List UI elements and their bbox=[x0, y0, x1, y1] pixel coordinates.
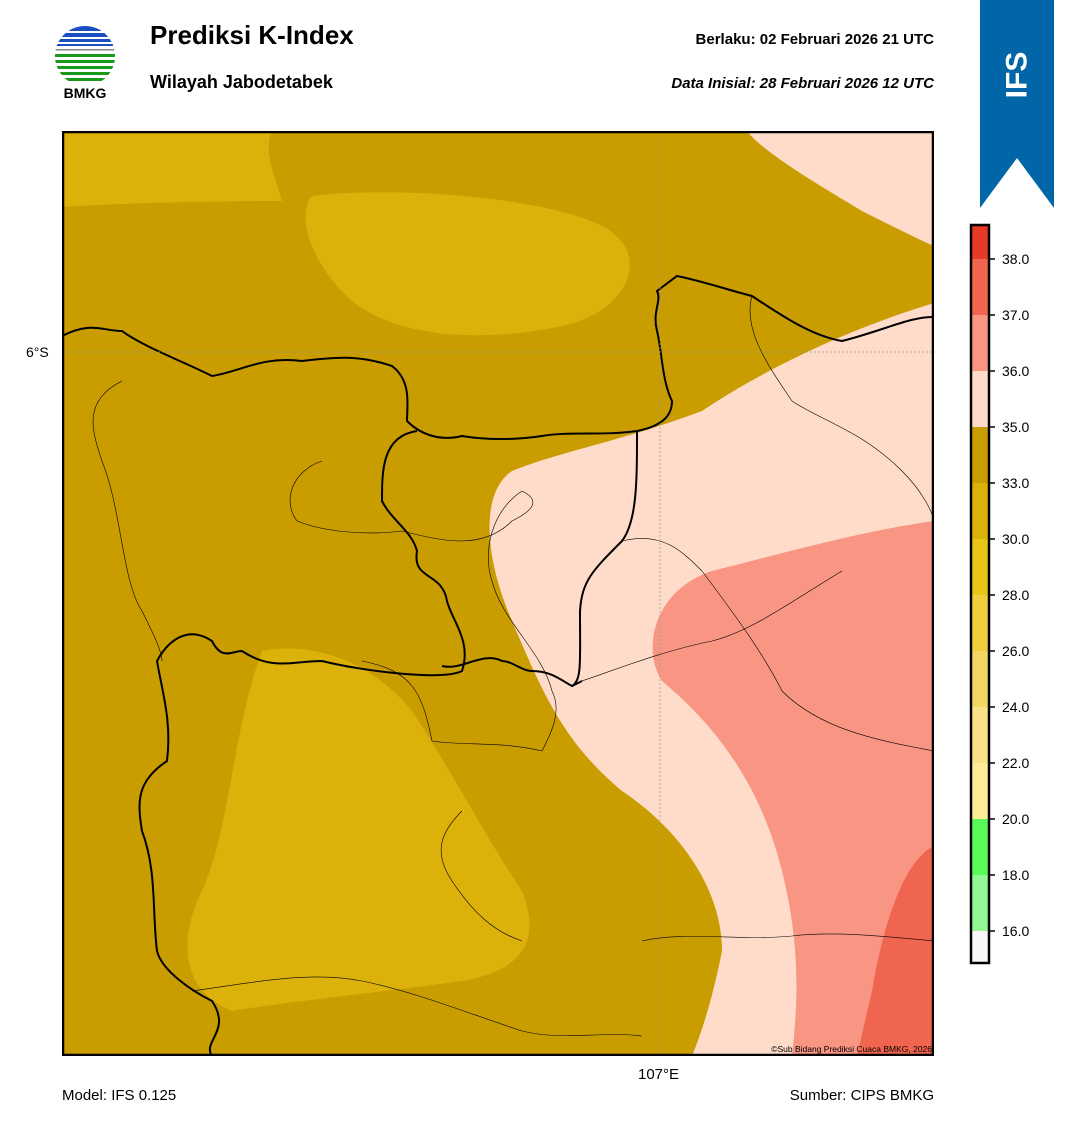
colorbar-segment bbox=[971, 539, 989, 595]
region-k30-33-north bbox=[62, 131, 282, 207]
page-title: Prediksi K-Index bbox=[150, 20, 354, 50]
colorbar-segment bbox=[971, 819, 989, 875]
colorbar-segment bbox=[971, 763, 989, 819]
model-info: Model: IFS 0.125 bbox=[62, 1087, 177, 1104]
lon-label: 107°E bbox=[638, 1066, 680, 1083]
colorbar-tick-label: 38.0 bbox=[1002, 251, 1030, 267]
model-badge: IFS bbox=[999, 51, 1033, 99]
colorbar-tick-label: 33.0 bbox=[1002, 475, 1030, 491]
colorbar-tick-label: 37.0 bbox=[1002, 307, 1030, 323]
region-k37-38 bbox=[857, 846, 934, 1056]
initial-data-time: Data Inisial: 28 Februari 2026 12 UTC bbox=[671, 75, 934, 92]
lat-label: 6°S bbox=[26, 344, 49, 360]
k-index-map[interactable] bbox=[62, 131, 934, 1056]
colorbar-segment bbox=[971, 225, 989, 259]
district-boundaries bbox=[92, 295, 934, 1037]
bmkg-logo-icon bbox=[55, 26, 115, 81]
colorbar-segment bbox=[971, 931, 989, 963]
region-k30-33-south bbox=[187, 648, 530, 1011]
colorbar-segment bbox=[971, 259, 989, 315]
ifs-ribbon-icon bbox=[980, 0, 1054, 208]
colorbar-tick-label: 28.0 bbox=[1002, 587, 1030, 603]
colorbar-segment bbox=[971, 315, 989, 371]
region-k36-37 bbox=[652, 521, 934, 1056]
colorbar-segment bbox=[971, 875, 989, 931]
colorbar-segment bbox=[971, 651, 989, 707]
valid-time: Berlaku: 02 Februari 2026 21 UTC bbox=[695, 31, 934, 48]
coastline bbox=[62, 274, 934, 1056]
colorbar-tick-label: 26.0 bbox=[1002, 643, 1030, 659]
colorbar-tick-label: 20.0 bbox=[1002, 811, 1030, 827]
colorbar-tick-label: 18.0 bbox=[1002, 867, 1030, 883]
region-subtitle: Wilayah Jabodetabek bbox=[150, 72, 333, 92]
colorbar-segment bbox=[971, 707, 989, 763]
colorbar-tick-label: 30.0 bbox=[1002, 531, 1030, 547]
logo-text: BMKG bbox=[63, 85, 107, 101]
colorbar-segment bbox=[971, 595, 989, 651]
colorbar-segment bbox=[971, 427, 989, 483]
colorbar bbox=[969, 223, 995, 965]
colorbar-tick-label: 24.0 bbox=[1002, 699, 1030, 715]
colorbar-tick-label: 35.0 bbox=[1002, 419, 1030, 435]
colorbar-segment bbox=[971, 371, 989, 427]
copyright-text: ©Sub Bidang Prediksi Cuaca BMKG, 2026 bbox=[771, 1044, 932, 1054]
colorbar-tick-label: 22.0 bbox=[1002, 755, 1030, 771]
colorbar-tick-label: 16.0 bbox=[1002, 923, 1030, 939]
colorbar-tick-label: 36.0 bbox=[1002, 363, 1030, 379]
region-k30-33-sea bbox=[305, 192, 630, 336]
source-info: Sumber: CIPS BMKG bbox=[789, 1087, 934, 1104]
colorbar-segment bbox=[971, 483, 989, 539]
